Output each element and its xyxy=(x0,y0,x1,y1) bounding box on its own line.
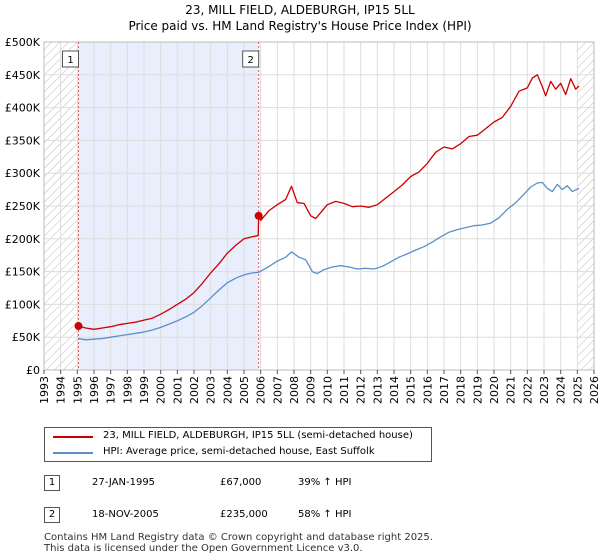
x-tick-label: 2008 xyxy=(288,376,301,404)
x-tick-label: 2007 xyxy=(271,376,284,404)
y-tick-label: £200K xyxy=(5,233,41,246)
chart-legend: 23, MILL FIELD, ALDEBURGH, IP15 5LL (sem… xyxy=(44,427,432,462)
sale-marker-label: 1 xyxy=(67,55,73,66)
x-tick-label: 1994 xyxy=(55,376,68,404)
y-tick-label: £0 xyxy=(26,364,40,377)
footer-copyright: Contains HM Land Registry data © Crown c… xyxy=(44,532,433,543)
y-tick-label: £150K xyxy=(5,266,41,279)
property-price-line xyxy=(78,74,580,330)
sale-marker-label: 2 xyxy=(247,55,253,66)
x-tick-label: 2023 xyxy=(538,376,551,404)
x-tick-label: 2025 xyxy=(571,376,584,404)
x-tick-label: 2011 xyxy=(338,376,351,404)
x-tick-label: 2003 xyxy=(205,376,218,404)
transaction-price: £235,000 xyxy=(220,509,268,520)
x-tick-label: 1997 xyxy=(105,376,118,404)
y-tick-label: £250K xyxy=(5,200,41,213)
x-tick-label: 2021 xyxy=(505,376,518,404)
sale-marker-box xyxy=(62,50,79,68)
x-tick-label: 2014 xyxy=(388,376,401,404)
transaction-number: 1 xyxy=(44,475,60,491)
transaction-date: 27-JAN-1995 xyxy=(92,477,156,488)
legend-swatch-hpi xyxy=(53,452,93,454)
x-tick-label: 2015 xyxy=(405,376,418,404)
transaction-hpi: 39% ↑ HPI xyxy=(298,477,352,488)
chart-title: 23, MILL FIELD, ALDEBURGH, IP15 5LL xyxy=(185,3,415,17)
y-tick-label: £350K xyxy=(5,134,41,147)
y-tick-label: £500K xyxy=(5,36,41,49)
price-chart: £0 £50K £100K £150K £200K £250K £300K £350K £400… xyxy=(5,36,600,404)
y-tick-label: £400K xyxy=(5,102,41,115)
plot-frame xyxy=(43,41,595,371)
legend-swatch-property xyxy=(53,436,93,438)
transaction-date: 18-NOV-2005 xyxy=(92,509,159,520)
legend-label-hpi: HPI: Average price, semi-detached house,… xyxy=(103,446,375,457)
sale-point xyxy=(74,322,83,331)
x-tick-label: 2006 xyxy=(255,376,268,404)
x-tick-label: 2026 xyxy=(588,376,600,404)
x-tick-label: 2017 xyxy=(438,376,451,404)
y-tick-label: £50K xyxy=(12,331,41,344)
x-tick-label: 2012 xyxy=(355,376,368,404)
y-tick-label: £300K xyxy=(5,167,41,180)
x-tick-label: 2004 xyxy=(221,376,234,404)
x-tick-label: 2020 xyxy=(488,376,501,404)
x-tick-label: 2001 xyxy=(171,376,184,404)
transaction-hpi: 58% ↑ HPI xyxy=(298,509,352,520)
x-tick-label: 2022 xyxy=(521,376,534,404)
x-tick-label: 2013 xyxy=(371,376,384,404)
transaction-price: £67,000 xyxy=(220,477,262,488)
x-tick-label: 2005 xyxy=(238,376,251,404)
x-tick-label: 2018 xyxy=(455,376,468,404)
hpi-line xyxy=(78,181,580,341)
x-tick-label: 2024 xyxy=(555,376,568,404)
chart-subtitle: Price paid vs. HM Land Registry's House … xyxy=(128,19,472,33)
x-tick-label: 1998 xyxy=(121,376,134,404)
x-tick-label: 1993 xyxy=(38,376,51,404)
x-tick-label: 1999 xyxy=(138,376,151,404)
x-tick-label: 2009 xyxy=(305,376,318,404)
transaction-number: 2 xyxy=(44,507,60,523)
y-tick-label: £450K xyxy=(5,69,41,82)
x-tick-label: 2016 xyxy=(421,376,434,404)
sale-point xyxy=(254,211,263,220)
legend-label-property: 23, MILL FIELD, ALDEBURGH, IP15 5LL (sem… xyxy=(103,430,413,441)
x-tick-label: 2000 xyxy=(155,376,168,404)
x-tick-label: 2010 xyxy=(321,376,334,404)
x-tick-label: 1996 xyxy=(88,376,101,404)
x-tick-label: 1995 xyxy=(71,376,84,404)
y-tick-label: £100K xyxy=(5,298,41,311)
x-tick-label: 2002 xyxy=(188,376,201,404)
footer-license: This data is licensed under the Open Gov… xyxy=(44,543,363,554)
sale-marker-box xyxy=(242,50,260,68)
x-tick-label: 2019 xyxy=(471,376,484,404)
